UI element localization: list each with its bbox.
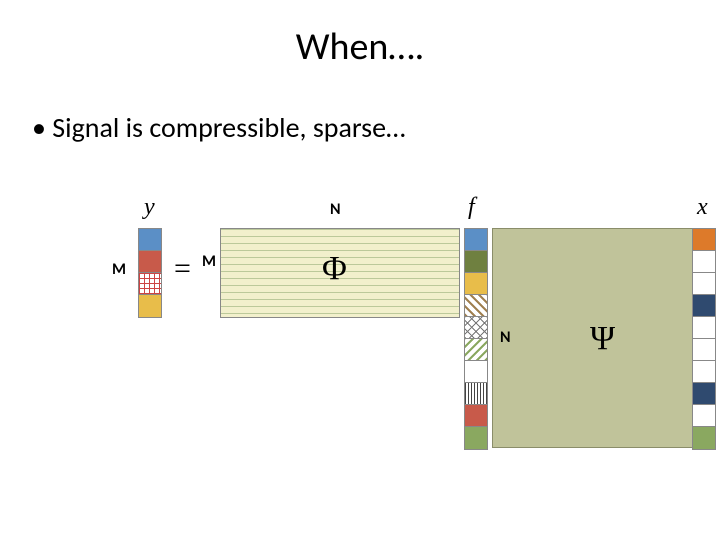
vector-cell — [139, 229, 161, 251]
vector-cell — [693, 383, 715, 405]
vector-cell — [465, 273, 487, 295]
equals-sign: = — [174, 252, 191, 286]
vector-y — [138, 228, 162, 318]
vector-cell — [139, 251, 161, 273]
vector-cell — [465, 405, 487, 427]
vector-x — [692, 228, 716, 450]
vector-cell — [693, 273, 715, 295]
vector-cell — [139, 273, 161, 295]
vector-cell — [693, 295, 715, 317]
vector-cell — [693, 427, 715, 449]
vector-cell — [693, 317, 715, 339]
label-y: y — [144, 194, 155, 221]
vector-cell — [465, 383, 487, 405]
vector-cell — [465, 339, 487, 361]
slide-title: When…. — [0, 24, 720, 70]
vector-cell — [465, 361, 487, 383]
vector-cell — [465, 251, 487, 273]
label-psi: Ψ — [590, 320, 615, 358]
label-phi: Φ — [322, 250, 347, 288]
vector-cell — [465, 229, 487, 251]
vector-cell — [465, 317, 487, 339]
dim-label-N-top: N — [330, 200, 341, 219]
vector-cell — [693, 361, 715, 383]
vector-cell — [693, 229, 715, 251]
vector-cell — [465, 295, 487, 317]
vector-cell — [139, 295, 161, 317]
bullet-text: Signal is compressible, sparse… — [32, 110, 405, 145]
dim-label-M-right: M — [202, 252, 216, 271]
vector-cell — [693, 251, 715, 273]
vector-cell — [465, 427, 487, 449]
vector-f — [464, 228, 488, 450]
dim-label-N-right: N — [500, 328, 511, 347]
dim-label-M-left: M — [112, 260, 126, 279]
label-x: x — [697, 194, 708, 221]
label-f: f — [468, 194, 475, 221]
vector-cell — [693, 339, 715, 361]
vector-cell — [693, 405, 715, 427]
